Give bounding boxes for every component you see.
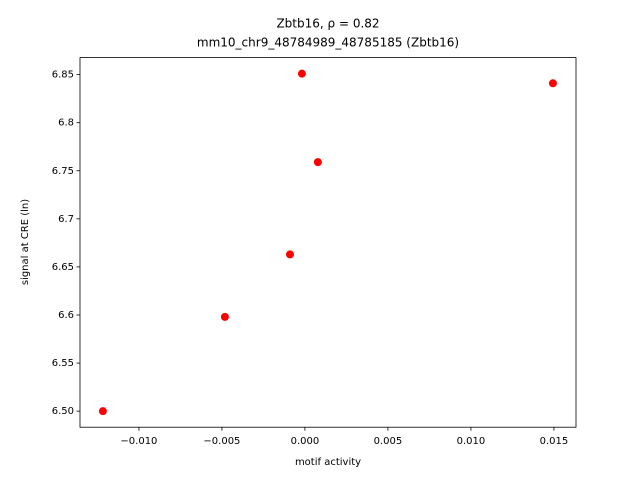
plot-frame (79, 57, 577, 428)
x-tick-label: 0.015 (540, 436, 569, 447)
chart-subtitle: mm10_chr9_48784989_48785185 (Zbtb16) (197, 36, 459, 50)
y-tick-label: 6.50 (52, 406, 74, 417)
x-tick-label: 0.010 (457, 436, 486, 447)
y-axis-label: signal at CRE (ln) (20, 199, 31, 285)
point (285, 250, 294, 259)
point (297, 69, 306, 78)
x-tick-label: 0.005 (374, 436, 403, 447)
x-tick-label: −0.010 (120, 436, 157, 447)
x-axis-label: motif activity (295, 457, 361, 468)
x-tick-label: −0.005 (203, 436, 240, 447)
y-tick-label: 6.7 (58, 214, 74, 225)
chart-title: Zbtb16, ρ = 0.82 (276, 17, 379, 31)
y-tick-label: 6.85 (52, 70, 74, 81)
x-tick-label: 0.000 (291, 436, 320, 447)
y-tick-label: 6.8 (58, 118, 74, 129)
y-tick-label: 6.75 (52, 166, 74, 177)
point (98, 407, 107, 416)
point (313, 158, 322, 167)
y-tick-label: 6.65 (52, 262, 74, 273)
point (220, 312, 229, 321)
point (548, 79, 557, 88)
y-tick-label: 6.55 (52, 358, 74, 369)
y-tick-label: 6.6 (58, 310, 74, 321)
